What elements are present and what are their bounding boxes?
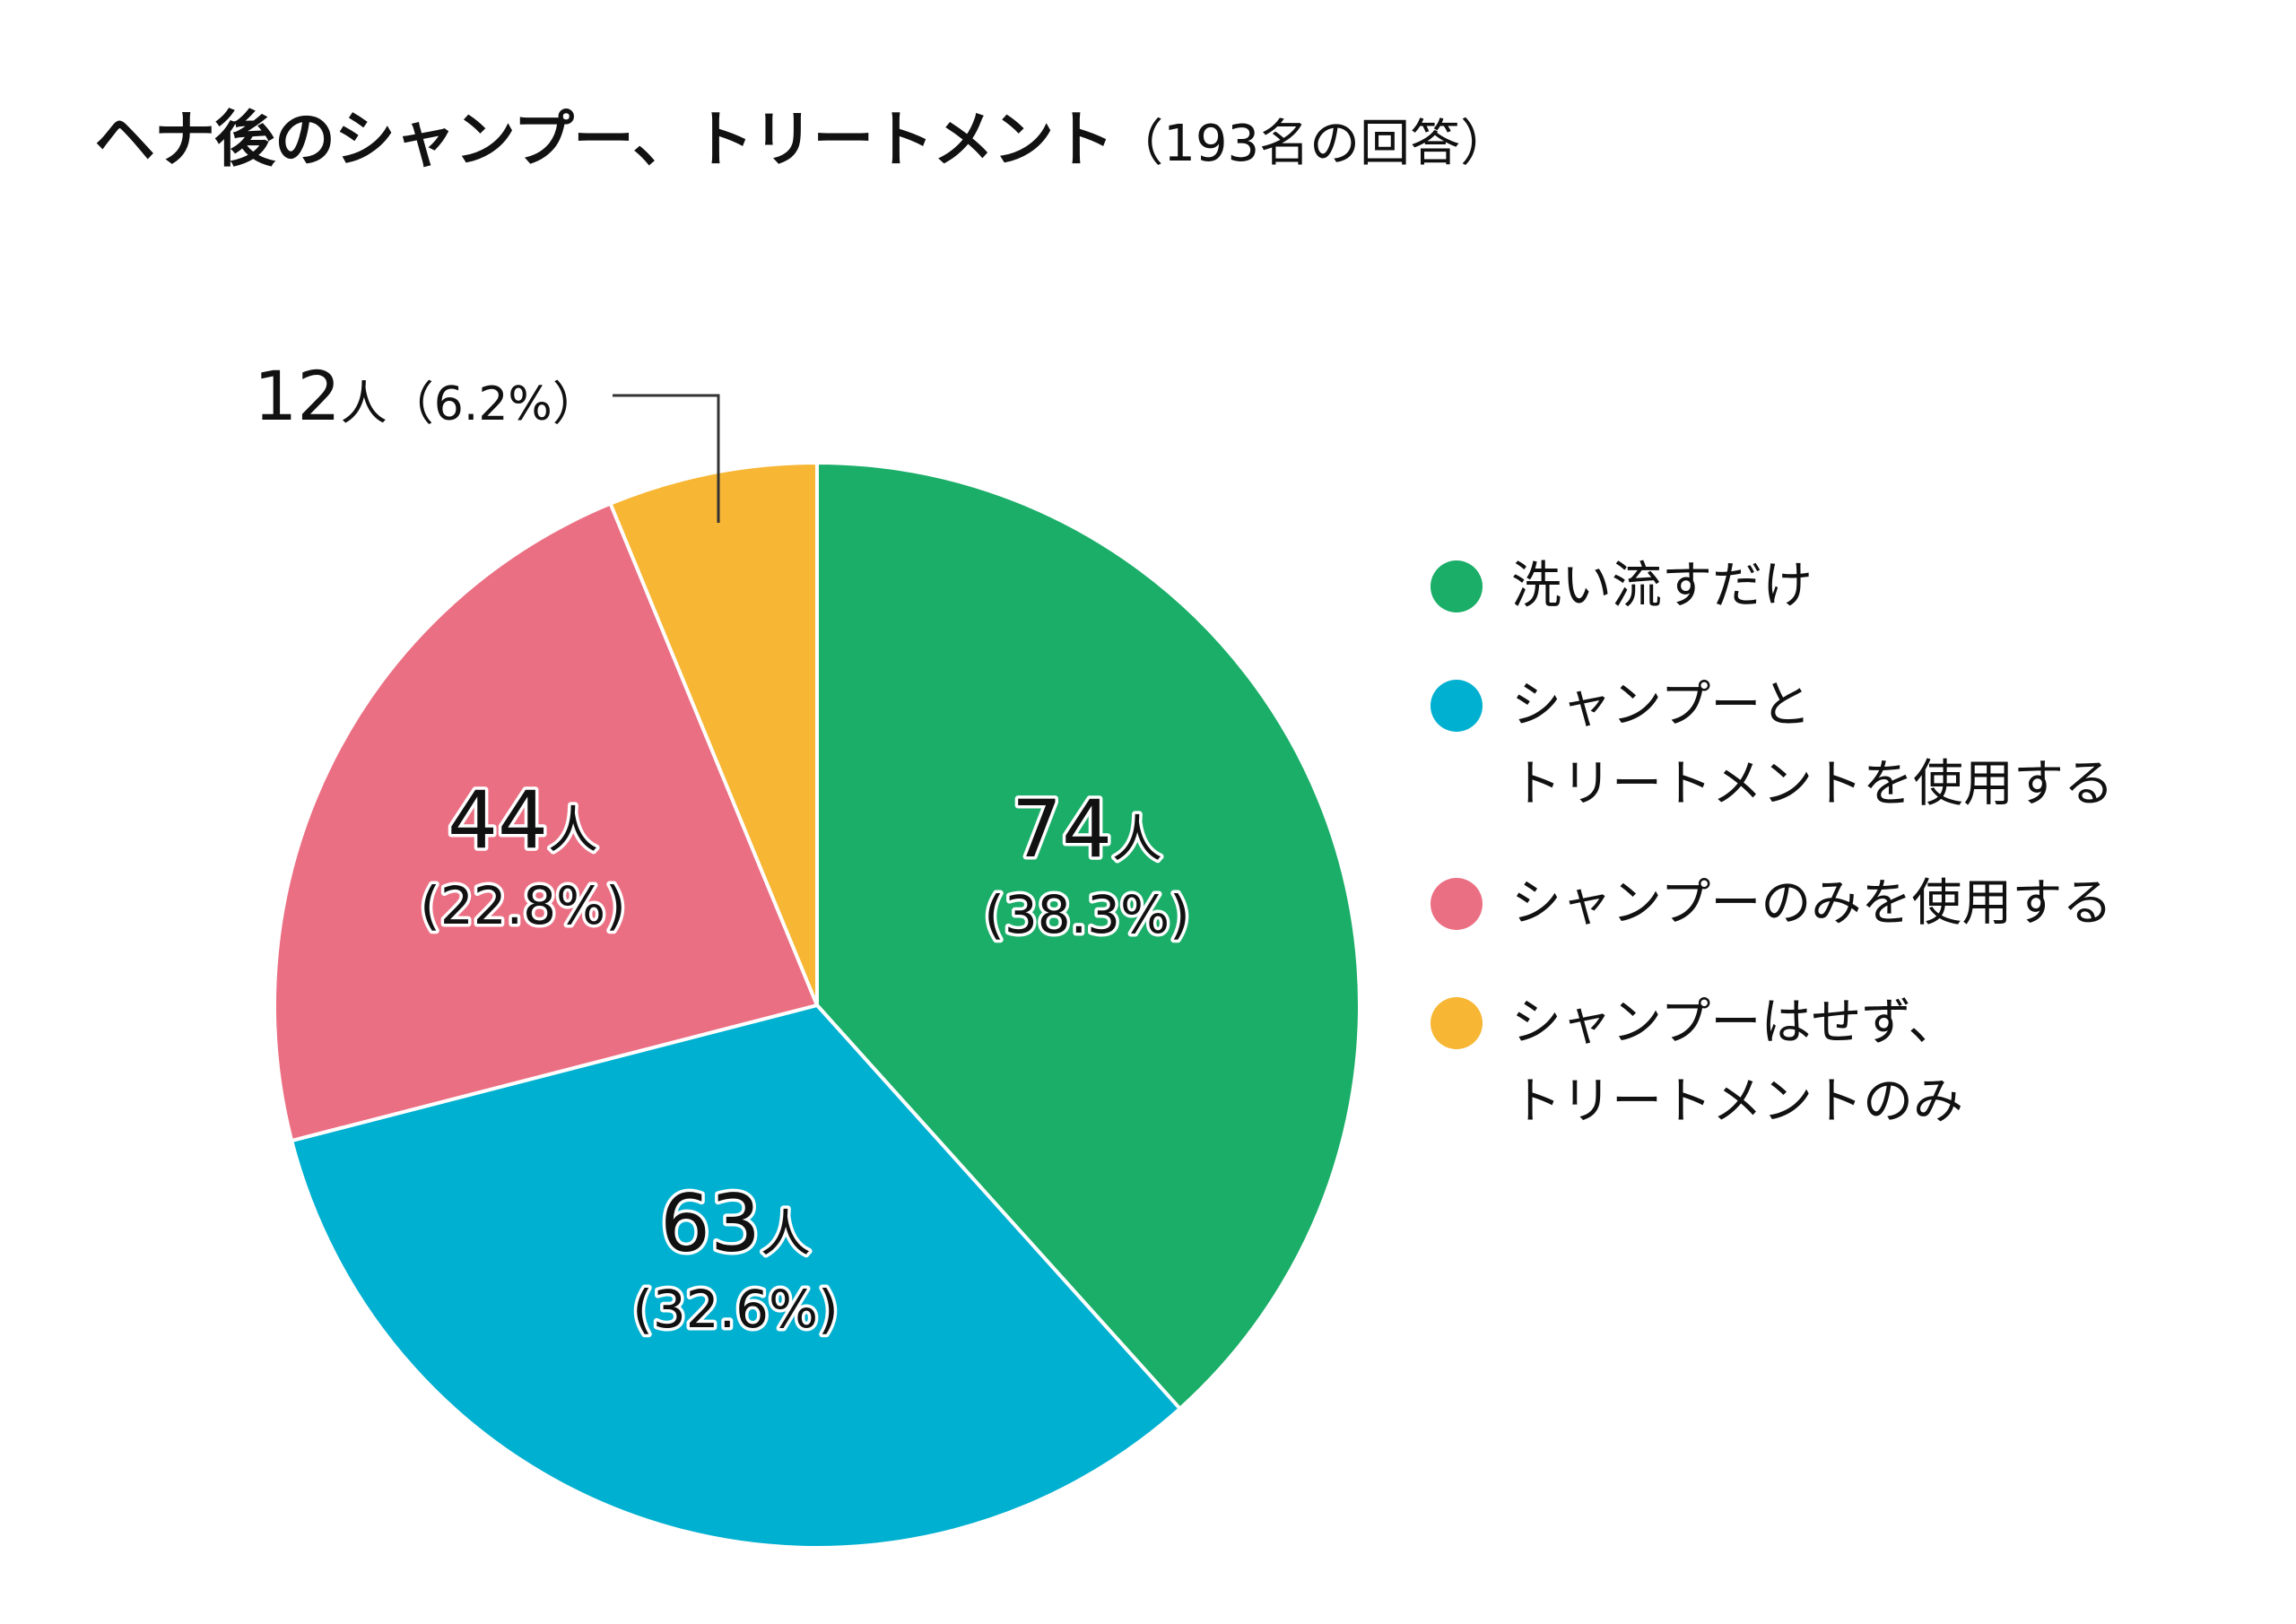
slice-percent-label: (32.6%) bbox=[632, 1279, 839, 1340]
slice-count-unit: 人 bbox=[1112, 811, 1162, 869]
slice-percent-label: (38.3%) bbox=[984, 884, 1190, 945]
pie-slice-3 bbox=[273, 500, 820, 1143]
legend-label: シャンプーはせず、 トリートメントのみ bbox=[1511, 994, 1963, 1131]
slice-count-unit: 人 bbox=[341, 378, 387, 431]
chart-subtitle: （193名の回答） bbox=[1113, 115, 1511, 173]
slice-count-value: 63 bbox=[660, 1177, 761, 1270]
pie-slices bbox=[273, 460, 1361, 1550]
pie-slice-1 bbox=[815, 460, 1361, 1411]
pie-slice-2 bbox=[289, 1003, 1183, 1550]
slice-labels: 74人(38.3%)63人(32.6%)44人(22.8%)12人（6.2%） bbox=[254, 356, 1193, 1343]
chart-title-main: ヘナ後のシャンプー、トリートメント bbox=[94, 105, 1114, 176]
legend-swatch bbox=[1431, 680, 1483, 732]
slice-count-value: 74 bbox=[1012, 783, 1112, 875]
legend-swatch bbox=[1431, 878, 1483, 930]
legend-swatch bbox=[1431, 997, 1483, 1049]
legend-swatch bbox=[1431, 560, 1483, 612]
legend-item-1: 洗い流すだけ bbox=[1431, 547, 2238, 626]
legend-label: シャンプーのみを使用する bbox=[1511, 874, 2113, 933]
leader-line bbox=[613, 394, 720, 523]
legend-label: 洗い流すだけ bbox=[1511, 557, 1813, 615]
pie-slice-4 bbox=[608, 460, 819, 1006]
slice-count-unit: 人 bbox=[548, 802, 598, 860]
slice-percent-label: （6.2%） bbox=[387, 378, 599, 431]
slice-count-unit: 人 bbox=[761, 1205, 811, 1264]
small-slice-label: 12人（6.2%） bbox=[254, 356, 599, 436]
slice-count-label: 74人 bbox=[1012, 783, 1162, 875]
chart-title: ヘナ後のシャンプー、トリートメント（193名の回答） bbox=[94, 90, 1510, 178]
slice-count-value: 12 bbox=[254, 356, 341, 436]
slice-percent-label: (22.8%) bbox=[420, 875, 626, 936]
legend-item-2: シャンプーと トリートメントを使用する bbox=[1431, 666, 2238, 824]
slice-count-label: 44人 bbox=[448, 774, 598, 866]
legend-item-3: シャンプーのみを使用する bbox=[1431, 864, 2238, 943]
legend-label: シャンプーと トリートメントを使用する bbox=[1511, 676, 2114, 813]
slice-count-label: 63人 bbox=[660, 1177, 811, 1270]
legend: 洗い流すだけシャンプーと トリートメントを使用するシャンプーのみを使用するシャン… bbox=[1431, 547, 2238, 1182]
slice-count-value: 44 bbox=[448, 774, 548, 866]
legend-item-4: シャンプーはせず、 トリートメントのみ bbox=[1431, 984, 2238, 1142]
